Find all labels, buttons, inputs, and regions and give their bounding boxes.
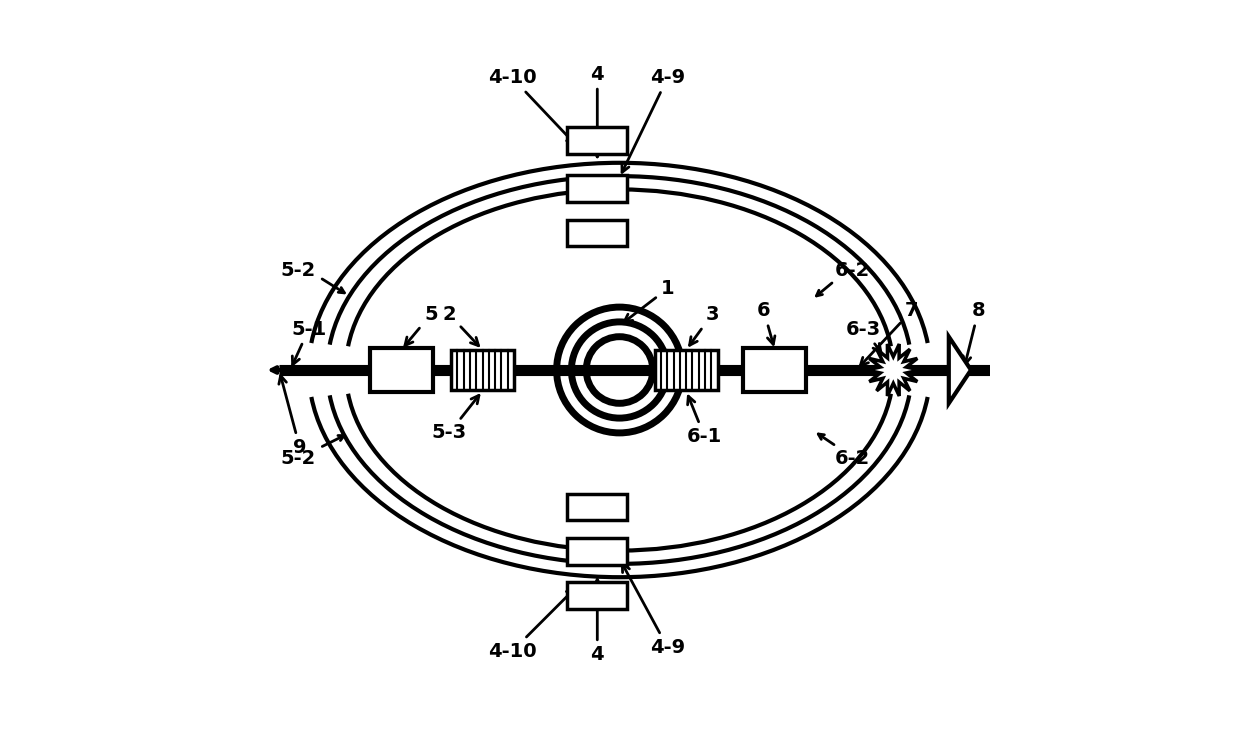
Text: 3: 3 bbox=[690, 305, 719, 346]
Text: 4-10: 4-10 bbox=[488, 68, 575, 144]
Text: 2: 2 bbox=[442, 305, 478, 346]
Text: 6-2: 6-2 bbox=[835, 260, 870, 280]
Bar bbox=[451, 350, 514, 391]
Text: 4-10: 4-10 bbox=[488, 589, 575, 661]
Polygon shape bbox=[866, 344, 919, 396]
Text: 4-9: 4-9 bbox=[622, 68, 685, 172]
Text: 6: 6 bbox=[757, 301, 774, 344]
Polygon shape bbox=[949, 337, 971, 403]
Text: 5-1: 5-1 bbox=[291, 320, 326, 365]
Text: 4-9: 4-9 bbox=[622, 564, 685, 657]
Bar bbox=[369, 348, 432, 392]
Text: 6-1: 6-1 bbox=[686, 396, 722, 446]
Text: 6-2: 6-2 bbox=[835, 449, 870, 468]
FancyBboxPatch shape bbox=[567, 127, 627, 154]
Text: 4: 4 bbox=[591, 579, 605, 665]
FancyBboxPatch shape bbox=[567, 220, 627, 246]
Text: 9: 9 bbox=[279, 376, 306, 457]
Bar bbox=[743, 348, 807, 392]
Bar bbox=[654, 350, 717, 391]
Text: 5-2: 5-2 bbox=[280, 260, 315, 280]
Text: 5-2: 5-2 bbox=[280, 449, 315, 468]
Text: 1: 1 bbox=[624, 279, 674, 322]
Text: 7: 7 bbox=[860, 301, 918, 366]
FancyBboxPatch shape bbox=[567, 538, 627, 565]
FancyBboxPatch shape bbox=[567, 494, 627, 520]
FancyBboxPatch shape bbox=[567, 175, 627, 202]
FancyBboxPatch shape bbox=[567, 582, 627, 609]
Text: 4: 4 bbox=[591, 64, 605, 157]
Text: 5: 5 bbox=[405, 305, 437, 346]
Text: 8: 8 bbox=[963, 301, 985, 364]
Text: 5-3: 5-3 bbox=[431, 395, 479, 443]
Text: 6-3: 6-3 bbox=[846, 320, 881, 352]
